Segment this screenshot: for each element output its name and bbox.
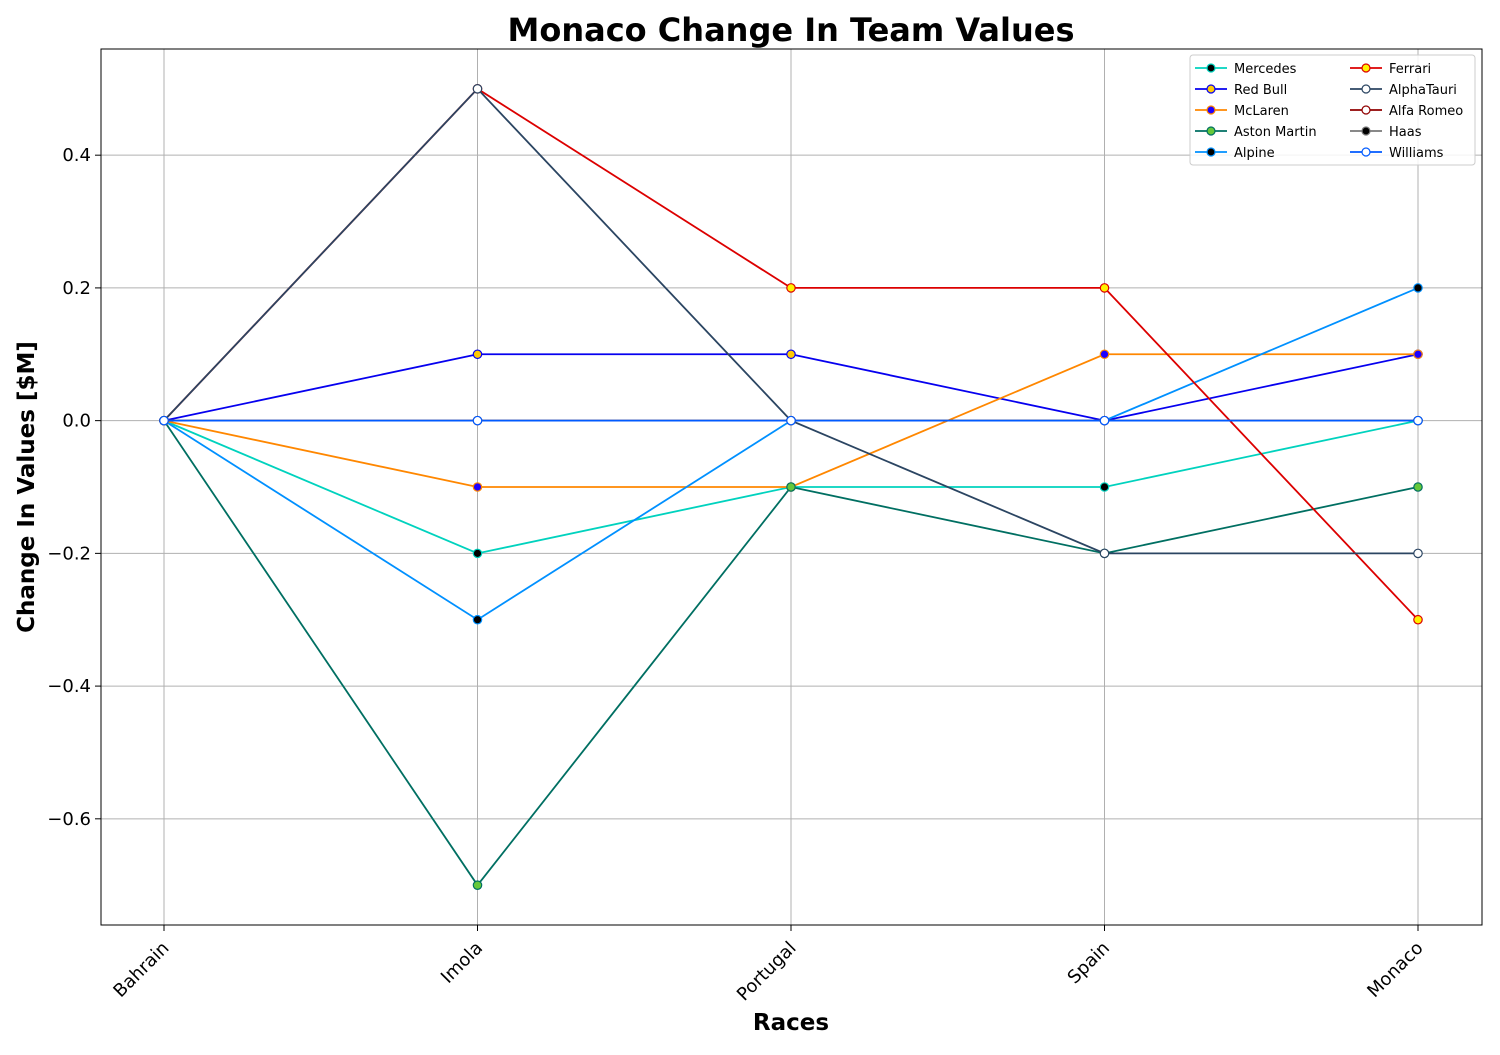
legend-label: Red Bull [1234,83,1287,98]
legend-marker [1361,147,1371,157]
legend-label: Williams [1389,146,1444,161]
data-point [472,84,483,94]
data-point [786,415,796,426]
x-axis-label: Races [753,1010,829,1036]
legend-label: AlphaTauri [1389,83,1457,98]
y-tick-label: 0.2 [62,278,91,299]
legend-marker [1206,105,1216,115]
data-point [1099,548,1110,559]
legend-marker [1206,147,1216,157]
data-point [472,880,483,890]
legend-label: Alfa Romeo [1389,104,1463,119]
legend-label: Alpine [1234,146,1275,161]
legend-marker [1361,126,1371,136]
y-axis-ticks: −0.6 −0.4 −0.2 0.0 0.2 0.4 [47,145,101,830]
legend-marker [1206,63,1216,73]
y-tick-label: −0.2 [47,543,91,564]
data-point [472,482,483,492]
legend-label: McLaren [1234,104,1289,119]
data-point [1413,548,1423,559]
data-point [1099,349,1110,360]
legend-marker [1361,105,1371,115]
data-point [1413,349,1423,360]
legend-label: Haas [1389,125,1422,140]
data-points [159,84,1423,890]
data-point [786,482,796,492]
legend-marker [1361,63,1371,73]
data-point [1099,415,1110,426]
data-point [1413,415,1423,426]
data-point [472,614,483,625]
data-point [472,415,483,426]
legend: Mercedes Red Bull McLaren Aston Martin Alpin… [1189,54,1476,166]
data-point [786,283,796,293]
y-tick-label: −0.6 [47,809,91,830]
data-point [1413,283,1423,293]
data-point [472,548,483,559]
legend-box [1189,54,1476,166]
y-tick-label: 0.0 [62,411,91,432]
y-axis-label: Change In Values [$M] [14,341,40,633]
data-point [159,415,169,426]
chart-title: Monaco Change In Team Values [508,11,1075,49]
data-point [1099,482,1110,492]
legend-label: Mercedes [1234,62,1297,77]
data-point [786,349,796,360]
legend-marker [1206,126,1216,136]
y-tick-label: 0.4 [62,145,91,166]
legend-label: Ferrari [1389,62,1431,77]
y-tick-label: −0.4 [47,676,91,697]
legend-marker [1361,84,1371,94]
data-point [1413,482,1423,492]
data-point [1413,614,1423,625]
legend-marker [1206,84,1216,94]
data-point [472,349,483,360]
legend-label: Aston Martin [1234,125,1317,140]
data-point [1099,283,1110,293]
